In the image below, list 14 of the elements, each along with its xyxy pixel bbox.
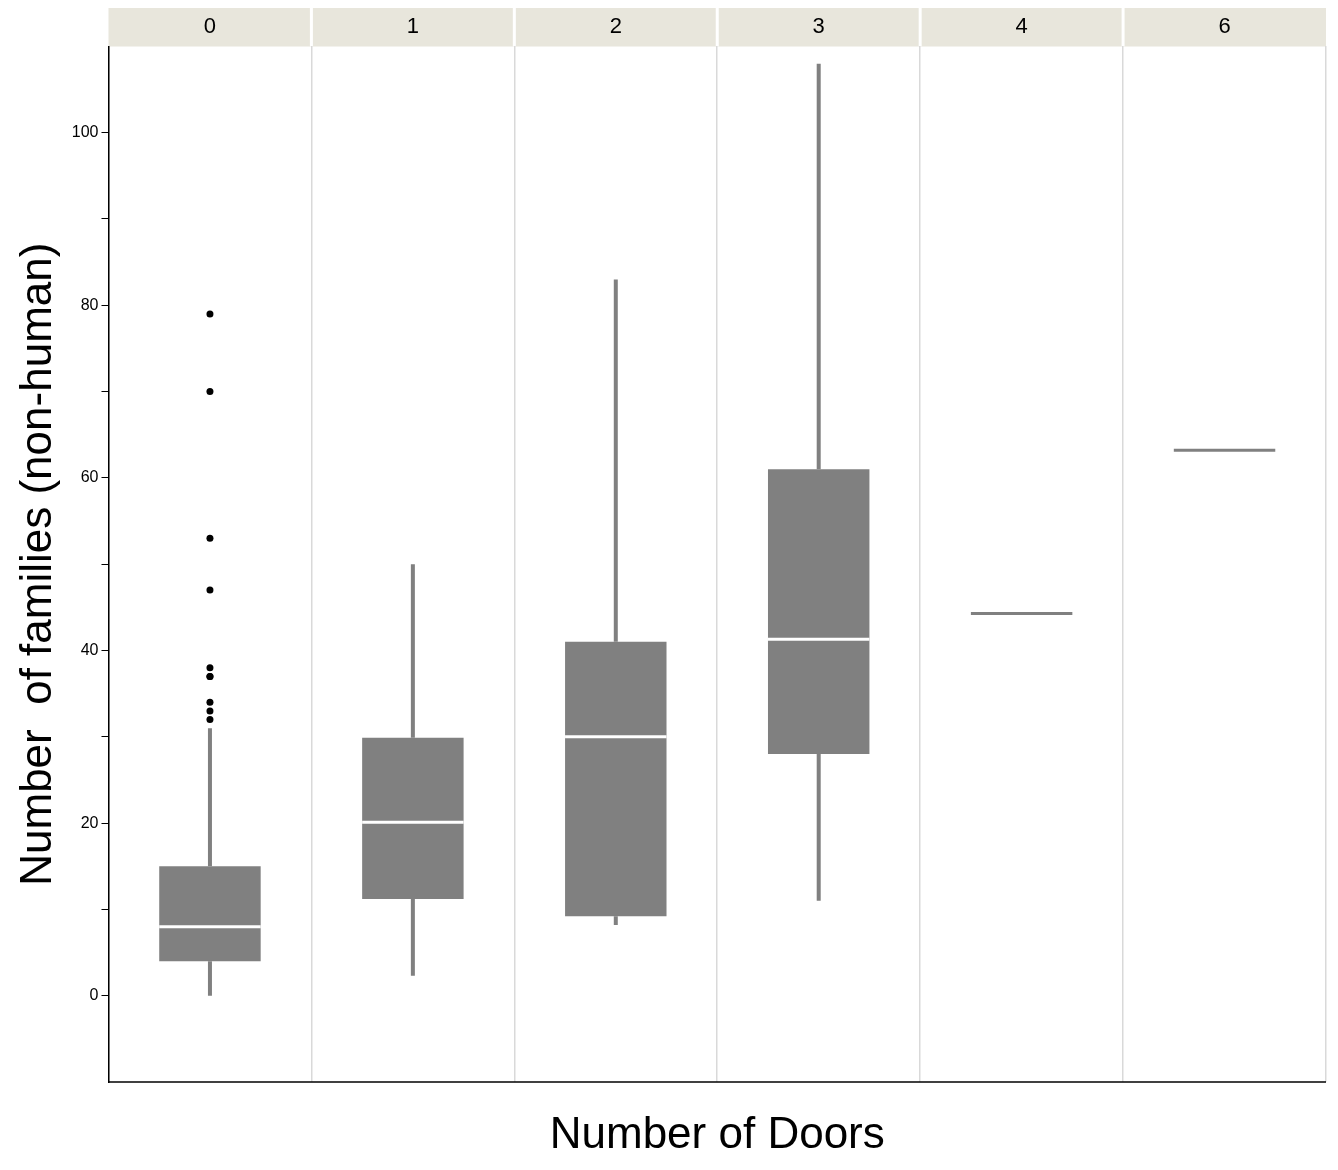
x-tick-label: 1 bbox=[406, 13, 419, 39]
x-tick-label: 6 bbox=[1218, 13, 1231, 39]
y-tick-label: 80 bbox=[80, 295, 99, 313]
y-tick-label: 20 bbox=[80, 813, 99, 831]
y-axis-title: Number of families (non-human) bbox=[10, 242, 60, 886]
x-tick-label: 0 bbox=[203, 13, 217, 39]
y-tick-label: 60 bbox=[80, 468, 99, 486]
x-tick-label: 4 bbox=[1015, 13, 1028, 39]
x-tick-label: 3 bbox=[812, 13, 825, 39]
y-tick-label: 0 bbox=[89, 986, 99, 1004]
x-tick-label: 2 bbox=[609, 13, 622, 39]
y-tick-label: 100 bbox=[71, 123, 99, 141]
y-tick-label: 40 bbox=[80, 640, 99, 658]
x-axis-title: Number of Doors bbox=[549, 1108, 885, 1158]
